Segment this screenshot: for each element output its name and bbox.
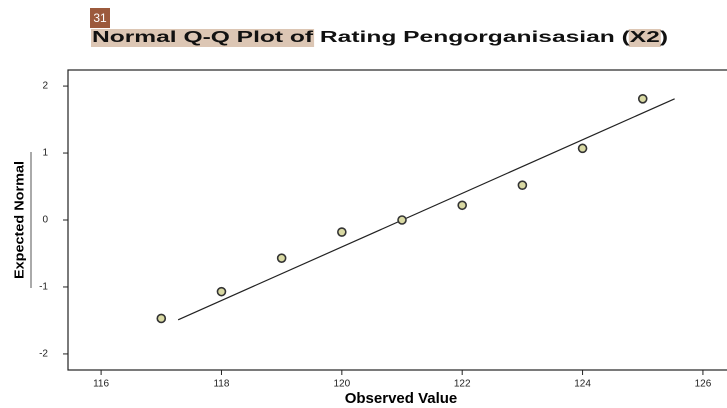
highlight — [91, 29, 315, 47]
x-tick-label: 124 — [574, 379, 591, 390]
badge-bg — [90, 8, 110, 28]
point — [156, 313, 167, 324]
reference-line — [177, 98, 675, 321]
point — [397, 215, 407, 225]
point — [216, 286, 227, 297]
x-tick-label: 120 — [333, 379, 350, 390]
title-highlight — [91, 29, 661, 47]
point — [337, 227, 347, 237]
x-tick-label: 116 — [93, 379, 109, 390]
x-tick-label: 122 — [454, 379, 471, 390]
point — [637, 93, 648, 104]
y-tick-label: -1 — [39, 282, 48, 293]
x-axis-label: Observed Value — [345, 390, 458, 407]
x-tick-label: 118 — [213, 379, 229, 390]
y-tick-label: 0 — [42, 215, 48, 226]
point — [457, 200, 467, 211]
x-tick-label: 126 — [695, 379, 712, 390]
highlight — [628, 29, 661, 47]
y-axis-label: Expected Normal — [11, 161, 26, 279]
point — [276, 253, 287, 263]
point — [517, 180, 528, 190]
chart-title: Normal Q-Q Plot of Rating Pengorganisasi… — [92, 29, 668, 46]
badge: 31 — [93, 11, 107, 25]
point — [577, 143, 588, 154]
y-tick-label: 2 — [42, 81, 48, 92]
y-tick-label: -2 — [39, 349, 48, 360]
y-tick-label: 1 — [42, 148, 48, 159]
